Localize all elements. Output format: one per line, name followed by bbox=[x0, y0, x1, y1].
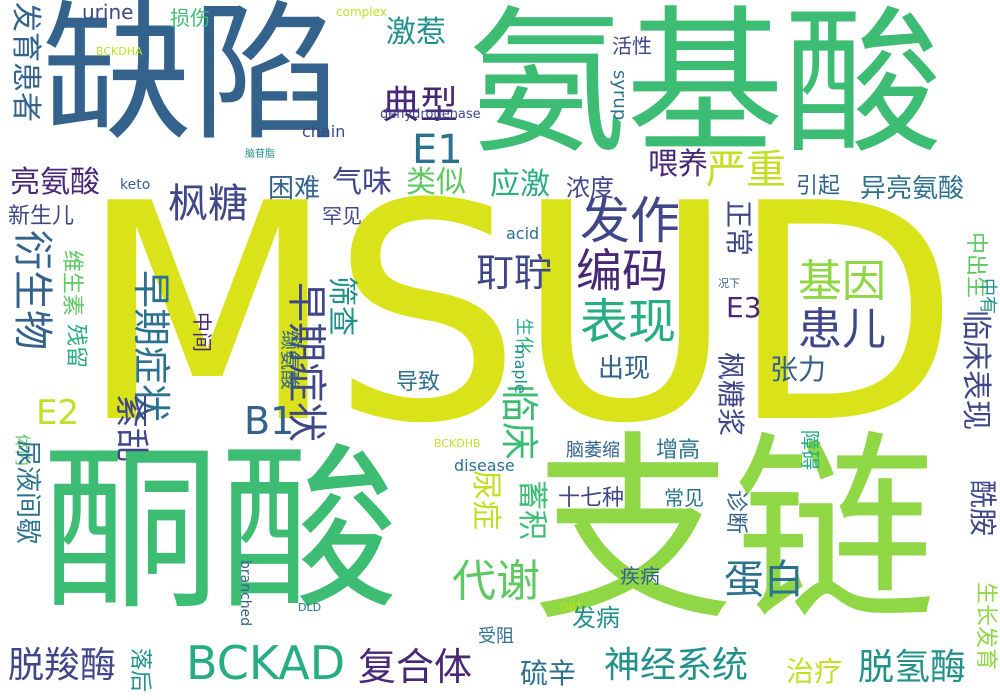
word-acid: acid bbox=[506, 224, 540, 243]
word-shengzhangfayu: 生长发育 bbox=[973, 582, 998, 671]
word-fengtang: 枫糖 bbox=[168, 181, 248, 227]
word-weishengsu: 维生素 bbox=[59, 250, 84, 317]
word-yingji: 应激 bbox=[490, 167, 550, 202]
word-tuosuomei: 脱羧酶 bbox=[8, 645, 117, 686]
word-weiyang: 喂养 bbox=[648, 147, 708, 182]
word-huaner: 患儿 bbox=[798, 304, 886, 355]
word-fazuo: 发作 bbox=[580, 192, 680, 250]
word-niaoyejianxie: 尿液间歇 bbox=[12, 440, 42, 545]
word-bckad: BCKAD bbox=[186, 636, 346, 690]
word-tuoqingmei: 脱氢酶 bbox=[858, 647, 967, 688]
word-xuji: 蓄积 bbox=[514, 480, 549, 540]
word-zhilian: 支链 bbox=[532, 413, 936, 649]
word-luohou: 落后 bbox=[127, 648, 152, 693]
word-danbai: 蛋白 bbox=[724, 557, 804, 603]
word-lianganshuan: 亮氨酸 bbox=[10, 165, 100, 200]
word-e3: E3 bbox=[726, 291, 762, 324]
word-zhongjian: 中间 bbox=[190, 312, 214, 352]
word-b1: B1 bbox=[244, 399, 295, 443]
word-liuxin: 硫辛 bbox=[520, 657, 577, 690]
word-fabing: 发病 bbox=[572, 604, 620, 632]
word-shenjingxitong: 神经系统 bbox=[604, 645, 749, 686]
word-shaicha: 筛查 bbox=[324, 276, 359, 336]
word-chain: chain bbox=[302, 122, 346, 141]
word-naoweisuo: 脑萎缩 bbox=[566, 440, 620, 461]
word-e2: E2 bbox=[36, 393, 80, 433]
word-fuheti: 复合体 bbox=[358, 645, 473, 689]
word-yanshengwu: 衍生物 bbox=[9, 230, 55, 350]
word-yanzhong: 严重 bbox=[706, 147, 786, 193]
word-dbt: DBT bbox=[560, 601, 583, 614]
word-fengtangjiang: 枫糖浆 bbox=[714, 352, 747, 437]
word-xian-an: 酰胺 bbox=[966, 480, 999, 537]
word-zhongyou: 中有 bbox=[977, 278, 998, 314]
word-zhangli: 张力 bbox=[770, 353, 827, 386]
word-complex: complex bbox=[336, 5, 387, 19]
word-e1: E1 bbox=[412, 127, 463, 173]
word-yinqi: 引起 bbox=[796, 174, 841, 199]
word-daixie: 代谢 bbox=[452, 556, 540, 607]
word-hanjian: 罕见 bbox=[322, 204, 362, 228]
word-xinshenger: 新生儿 bbox=[8, 204, 75, 229]
word-nongdu: 浓度 bbox=[566, 174, 614, 202]
word-huoxing: 活性 bbox=[612, 34, 652, 58]
word-zenggao: 增高 bbox=[656, 438, 701, 463]
word-dld: DLD bbox=[298, 601, 322, 614]
word-yilianganshuan: 异亮氨酸 bbox=[860, 174, 965, 204]
word-canliu: 残留 bbox=[63, 324, 88, 369]
word-disease: disease bbox=[454, 456, 515, 475]
word-niaozheng: 尿症 bbox=[468, 470, 503, 530]
word-zhiliao: 治疗 bbox=[786, 655, 843, 688]
word-urine: urine bbox=[82, 0, 134, 24]
word-dingning: 耵聍 bbox=[476, 251, 553, 295]
word-branched: branched bbox=[237, 560, 253, 627]
word-kuangxia: 况下 bbox=[718, 277, 740, 290]
word-jiyin: 基因 bbox=[798, 256, 886, 307]
word-naobing: 出现 bbox=[598, 354, 651, 384]
word-naogan: 脑苷脂 bbox=[245, 149, 275, 160]
word-kunnan: 困难 bbox=[268, 174, 321, 204]
word-qiwei: 气味 bbox=[332, 165, 392, 200]
word-dehydrogenase: dehydrogenase bbox=[380, 107, 481, 122]
word-jire: 激惹 bbox=[386, 15, 446, 50]
word-maple: maple bbox=[511, 344, 530, 394]
word-msud: MSUD bbox=[78, 140, 960, 489]
word-leisi: 类似 bbox=[406, 165, 466, 200]
word-biaoxian: 表现 bbox=[580, 294, 677, 350]
word-zhangai: 障碍 bbox=[798, 430, 822, 470]
word-syrup: syrup bbox=[609, 70, 630, 121]
word-anjisuan: 氨基酸 bbox=[468, 0, 942, 176]
word-linchuangbiaoxian: 临床表现 bbox=[958, 310, 993, 430]
word-bckdhb: BCKDHB bbox=[434, 437, 481, 450]
word-keto: keto bbox=[120, 177, 151, 193]
word-fayuhuanzhe: 发育患者 bbox=[8, 2, 43, 122]
word-wenluan: 紊乱 bbox=[111, 394, 151, 462]
word-quexian: 缺陷 bbox=[42, 0, 343, 162]
word-dianxing: 典型 bbox=[382, 83, 459, 127]
word-changjian: 常见 bbox=[664, 486, 704, 510]
word-xieanshuan: 缬氨酸 bbox=[278, 330, 302, 390]
word-jibing: 疾病 bbox=[620, 564, 660, 588]
word-tongsuan: 酮酸 bbox=[42, 427, 398, 634]
word-linchuang: 临床 bbox=[497, 384, 541, 461]
word-bckdha: BCKDHA bbox=[96, 45, 143, 58]
word-shouzu: 受阻 bbox=[478, 626, 514, 647]
word-sunshang: 损伤 bbox=[170, 6, 210, 30]
word-bianma: 编码 bbox=[576, 244, 668, 298]
word-zhengchang: 正常 bbox=[722, 200, 755, 257]
word-zhenduan: 诊断 bbox=[723, 490, 748, 535]
word-daozhi: 导致 bbox=[396, 370, 441, 395]
word-shiqizhong: 十七种 bbox=[558, 486, 625, 511]
